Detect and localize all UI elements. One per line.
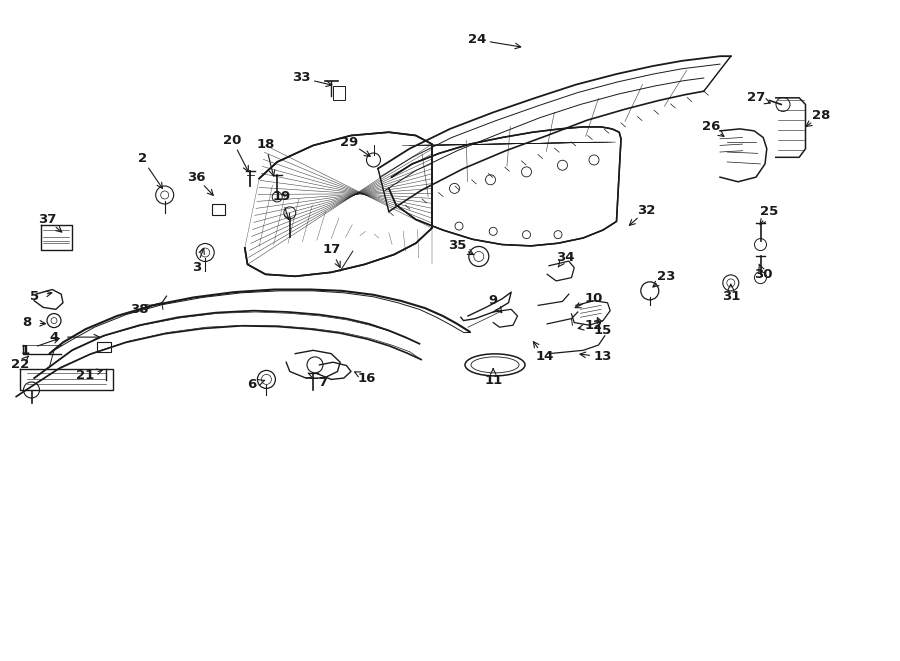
Text: 8: 8 bbox=[22, 316, 32, 329]
Text: 11: 11 bbox=[484, 373, 502, 387]
Text: 13: 13 bbox=[594, 350, 612, 364]
Polygon shape bbox=[389, 127, 621, 246]
Text: 30: 30 bbox=[754, 268, 772, 281]
Text: 33: 33 bbox=[292, 71, 310, 85]
Text: 18: 18 bbox=[256, 137, 274, 151]
Text: 37: 37 bbox=[38, 213, 56, 226]
Text: 32: 32 bbox=[637, 204, 655, 217]
FancyBboxPatch shape bbox=[333, 86, 345, 100]
Text: 27: 27 bbox=[747, 91, 765, 104]
Text: 36: 36 bbox=[187, 171, 205, 184]
Text: 26: 26 bbox=[702, 120, 720, 134]
Text: 5: 5 bbox=[30, 290, 39, 303]
Text: 25: 25 bbox=[760, 205, 778, 218]
Text: 19: 19 bbox=[273, 190, 291, 204]
Text: 10: 10 bbox=[585, 292, 603, 305]
Text: 28: 28 bbox=[812, 109, 830, 122]
Text: 16: 16 bbox=[358, 371, 376, 385]
Text: 35: 35 bbox=[448, 239, 466, 253]
Text: 3: 3 bbox=[192, 261, 201, 274]
Text: 17: 17 bbox=[322, 243, 340, 256]
Text: 14: 14 bbox=[536, 350, 554, 364]
Text: 12: 12 bbox=[585, 319, 603, 332]
Text: 15: 15 bbox=[594, 324, 612, 337]
Text: 20: 20 bbox=[223, 134, 241, 147]
Text: 23: 23 bbox=[657, 270, 675, 283]
Polygon shape bbox=[245, 132, 432, 276]
Text: 21: 21 bbox=[76, 369, 94, 382]
Text: 7: 7 bbox=[318, 375, 327, 389]
Text: 22: 22 bbox=[11, 358, 29, 371]
FancyBboxPatch shape bbox=[97, 342, 112, 352]
Text: 38: 38 bbox=[130, 303, 148, 316]
FancyBboxPatch shape bbox=[212, 204, 224, 215]
Text: 24: 24 bbox=[468, 33, 486, 46]
Text: 34: 34 bbox=[556, 251, 574, 264]
Text: 4: 4 bbox=[50, 330, 58, 344]
Text: 29: 29 bbox=[340, 136, 358, 149]
Text: 2: 2 bbox=[138, 152, 147, 165]
Text: 6: 6 bbox=[248, 378, 256, 391]
Text: 1: 1 bbox=[21, 344, 30, 357]
Text: 31: 31 bbox=[722, 290, 740, 303]
Text: 9: 9 bbox=[489, 294, 498, 307]
